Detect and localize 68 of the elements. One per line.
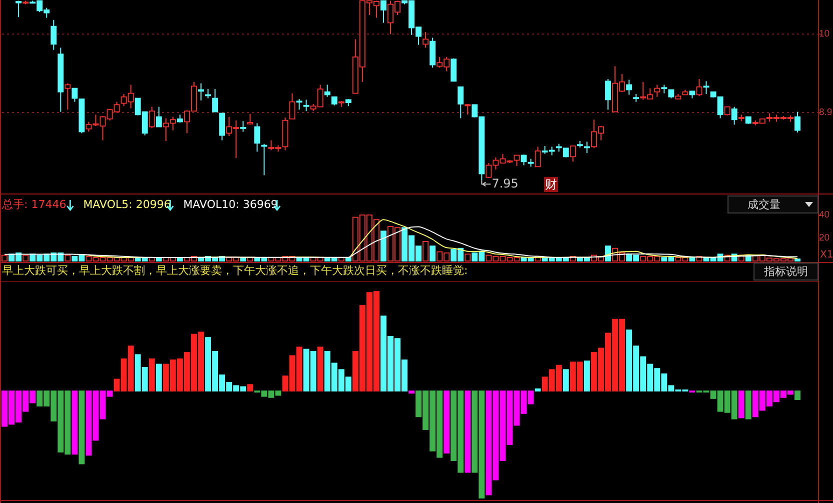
bar — [562, 369, 569, 392]
candlestick — [605, 78, 611, 110]
y-tick-label: 20 — [819, 232, 830, 244]
candlestick — [450, 58, 457, 82]
candlestick — [64, 82, 71, 110]
candlestick — [731, 106, 738, 126]
bar — [72, 390, 78, 455]
text: MAVOL10: 36969 — [183, 198, 278, 212]
text: 成交量 — [748, 198, 780, 212]
candlestick — [703, 80, 710, 95]
candlestick — [430, 37, 436, 68]
bar — [444, 390, 450, 454]
candlestick — [254, 122, 260, 152]
candlestick — [696, 78, 702, 97]
bar — [247, 384, 254, 392]
bar — [156, 364, 162, 392]
bar — [794, 390, 800, 400]
candlestick — [654, 84, 660, 98]
candlestick — [219, 112, 226, 141]
bar — [408, 390, 414, 394]
bar — [380, 230, 386, 262]
candlestick — [380, 0, 386, 24]
bar — [64, 254, 71, 262]
candlestick — [303, 99, 310, 112]
y-tick-label: 10 — [819, 28, 830, 40]
bar — [464, 390, 471, 473]
bar — [2, 254, 8, 262]
y-axis-title: X1 — [820, 250, 833, 261]
y-tick-label: 8.9 — [819, 107, 832, 118]
candlestick — [296, 98, 302, 110]
candlestick — [422, 32, 429, 48]
candlestick — [50, 19, 57, 50]
bar — [689, 257, 696, 262]
bar — [430, 246, 436, 262]
line-series — [4, 226, 798, 258]
candlestick — [794, 111, 800, 133]
bar — [794, 258, 800, 262]
bar — [745, 390, 752, 420]
bar — [317, 346, 324, 392]
bar — [22, 254, 29, 262]
candlestick — [626, 79, 632, 96]
bar — [738, 390, 744, 418]
y-tick-label: 40 — [819, 210, 830, 221]
text: 指标说明 — [763, 265, 808, 278]
candlestick — [514, 154, 520, 166]
candlestick — [148, 106, 155, 129]
bar — [78, 390, 85, 464]
candlestick — [72, 88, 78, 102]
bar — [534, 388, 541, 392]
candlestick — [198, 82, 204, 101]
candlestick — [289, 92, 296, 120]
text: 总手: 17446 — [2, 198, 66, 212]
bar — [584, 360, 590, 392]
candlestick — [240, 120, 246, 132]
candlestick — [212, 88, 218, 112]
chart-title: 早上大跌可买，早上大跌不割，早上大涨要卖，下午大涨不追，下午大跌次日买，不涨不跌睡觉: — [2, 264, 468, 278]
candlestick — [520, 154, 527, 166]
text: MAVOL5: 20996 — [83, 198, 171, 212]
bar — [464, 254, 471, 262]
candlestick — [458, 86, 464, 119]
candlestick — [570, 145, 576, 162]
annotation: 7.95 — [492, 176, 518, 190]
candlestick — [324, 84, 330, 98]
bar — [148, 358, 155, 392]
bar — [422, 241, 429, 262]
candlestick — [534, 146, 541, 168]
candlestick — [156, 106, 162, 128]
candlestick — [16, 0, 22, 18]
